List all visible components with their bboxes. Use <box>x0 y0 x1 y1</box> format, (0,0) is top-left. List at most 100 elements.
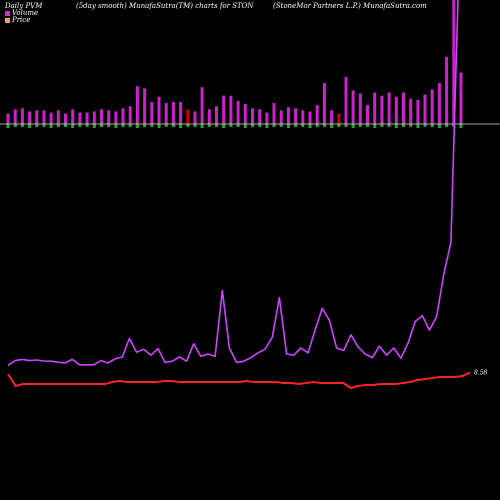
volume-neg-bar <box>243 124 247 128</box>
volume-bar <box>135 86 139 124</box>
volume-bar <box>107 110 111 124</box>
volume-neg-bar <box>114 124 118 128</box>
volume-bar <box>121 108 125 125</box>
pvm-line <box>7 0 459 367</box>
volume-bar <box>366 105 369 124</box>
volume-neg-bar <box>85 124 89 127</box>
volume-neg-bar <box>358 124 362 127</box>
volume-neg-bar <box>315 124 319 127</box>
volume-bar <box>452 0 456 124</box>
volume-bar <box>85 112 89 125</box>
volume-bar <box>42 110 46 124</box>
legend-volume: Volume <box>5 9 38 17</box>
volume-neg-bar <box>445 124 449 127</box>
volume-neg-bar <box>337 124 341 127</box>
volume-neg-bar <box>373 124 377 128</box>
volume-bar <box>100 109 103 124</box>
volume-bar <box>358 93 362 124</box>
volume-neg-bar <box>229 124 233 127</box>
volume-neg-bar <box>157 124 161 128</box>
volume-bar <box>179 102 183 125</box>
volume-bar <box>430 89 434 124</box>
volume-bar <box>394 96 398 124</box>
volume-bar <box>6 113 10 124</box>
volume-neg-bar <box>344 124 348 127</box>
volume-neg-bar <box>100 124 103 127</box>
volume-bar <box>193 111 197 124</box>
volume-bar <box>92 111 96 124</box>
volume-neg-bar <box>265 124 269 128</box>
legend-price: Price <box>5 16 30 24</box>
volume-neg-bar <box>56 124 60 127</box>
volume-neg-bar <box>258 124 262 127</box>
volume-neg-bar <box>128 124 132 127</box>
volume-bar <box>207 109 211 124</box>
volume-neg-bar <box>49 124 53 128</box>
volume-neg-bar <box>222 124 226 128</box>
volume-bar <box>459 72 463 124</box>
volume-bar <box>143 88 147 124</box>
volume-bar <box>35 110 39 124</box>
volume-bar <box>344 76 348 125</box>
volume-bar <box>445 56 449 124</box>
volume-neg-bar <box>387 124 391 127</box>
volume-bar <box>222 95 226 125</box>
legend-volume-swatch <box>5 10 10 16</box>
chart-header-right: (StoneMor Partners L.P.) MunafaSutra.com <box>273 2 427 10</box>
volume-bar <box>243 104 247 124</box>
volume-neg-bar <box>279 124 283 127</box>
volume-bar <box>150 102 154 125</box>
volume-bar <box>258 109 262 124</box>
volume-bar <box>286 107 290 124</box>
volume-bar <box>56 110 60 124</box>
volume-bar <box>437 83 441 124</box>
volume-bar <box>294 108 298 125</box>
volume-bar <box>409 98 413 124</box>
volume-neg-bar <box>92 124 96 128</box>
volume-neg-bar <box>35 124 39 127</box>
volume-neg-bar <box>430 124 434 127</box>
volume-bar <box>78 112 82 125</box>
volume-bar <box>20 108 24 125</box>
volume-bar <box>423 94 427 124</box>
volume-bar <box>200 87 204 125</box>
volume-bar <box>265 112 269 125</box>
chart-header-title: (5day smooth) MunafaSutra(TM) charts for… <box>76 2 254 10</box>
legend-price-swatch <box>5 17 10 23</box>
volume-neg-bar <box>301 124 305 127</box>
volume-neg-bar <box>351 124 355 128</box>
price-line <box>7 371 471 389</box>
volume-bar <box>171 102 175 125</box>
volume-neg-bar <box>380 124 384 127</box>
volume-bar <box>236 100 240 124</box>
volume-bar <box>186 109 190 124</box>
volume-neg-bar <box>236 124 240 127</box>
volume-neg-bar <box>308 124 312 128</box>
volume-bar <box>373 92 377 124</box>
volume-bar <box>402 92 405 124</box>
volume-neg-bar <box>135 124 139 128</box>
volume-neg-bar <box>423 124 427 127</box>
volume-neg-bar <box>402 124 405 127</box>
volume-bar <box>279 110 283 124</box>
volume-bar <box>315 105 319 124</box>
volume-bar <box>164 103 168 124</box>
volume-neg-bar <box>171 124 175 127</box>
volume-bar <box>114 111 118 124</box>
volume-neg-bar <box>42 124 46 127</box>
volume-bar <box>28 111 32 124</box>
chart-header-left: Daily PVM <box>5 2 43 10</box>
volume-bar <box>71 109 75 124</box>
volume-neg-bar <box>322 124 326 127</box>
volume-bar <box>13 109 17 124</box>
volume-bar <box>229 95 233 125</box>
volume-neg-bar <box>193 124 197 127</box>
volume-bar <box>272 103 276 124</box>
volume-neg-bar <box>186 124 190 127</box>
volume-neg-bar <box>20 124 24 127</box>
volume-neg-bar <box>107 124 111 127</box>
volume-bar <box>387 92 391 124</box>
volume-neg-bar <box>179 124 183 128</box>
